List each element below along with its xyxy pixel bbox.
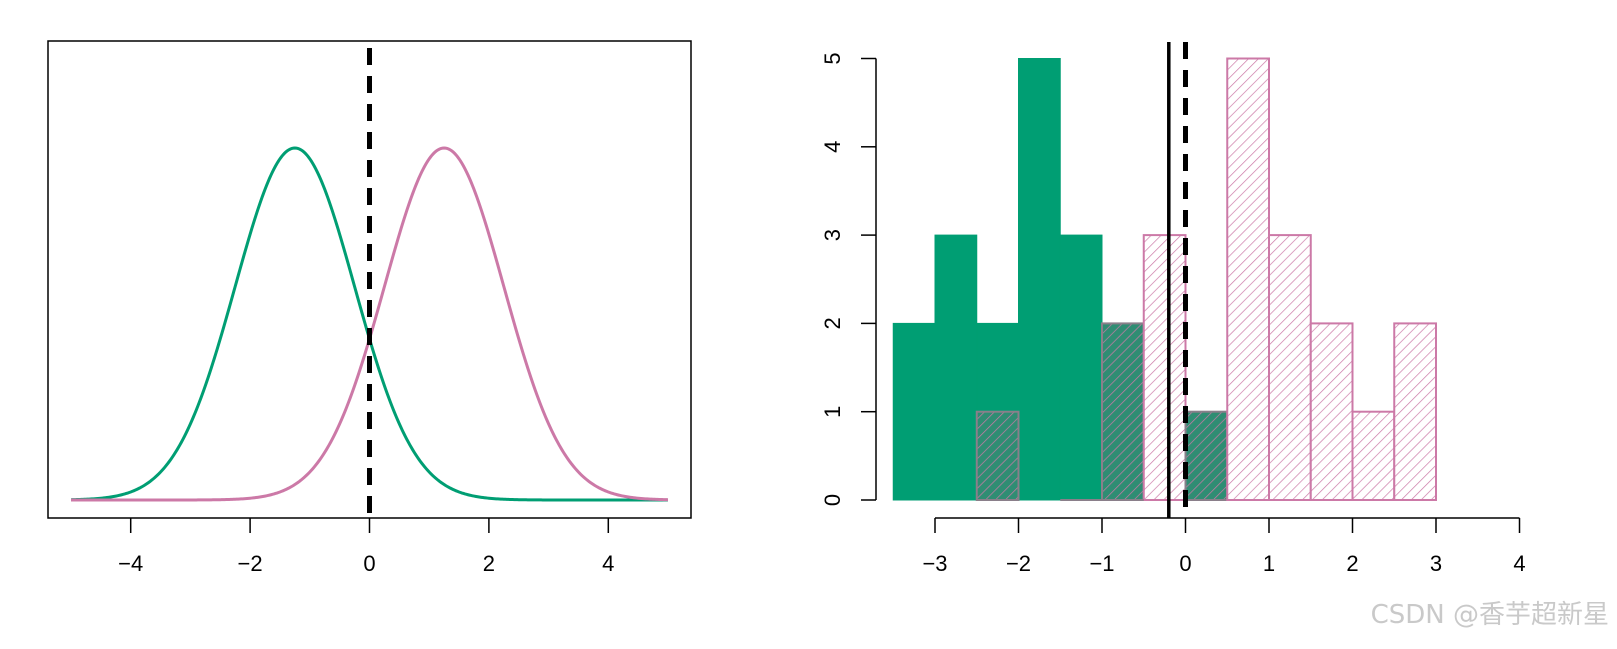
x-tick-label: −1 (1089, 551, 1114, 576)
x-tick-label: −2 (1006, 551, 1031, 576)
x-tick-label: 4 (1513, 551, 1525, 576)
y-tick-label: 3 (820, 229, 845, 241)
x-tick-label: 4 (602, 551, 614, 576)
pink-bar (1101, 322, 1145, 501)
y-tick-label: 5 (820, 52, 845, 64)
x-tick-label: 0 (1179, 551, 1191, 576)
green-bar (1059, 234, 1103, 501)
x-tick-label: 0 (363, 551, 375, 576)
pink-bar (1184, 410, 1229, 502)
pink-bar (975, 410, 1020, 502)
x-axis: −3 −2 −1 0 1 2 3 4 (922, 517, 1526, 576)
green-bar (892, 322, 936, 501)
x-tick-label: 2 (1346, 551, 1358, 576)
x-tick-label: −4 (118, 551, 143, 576)
watermark-text: CSDN @香芋超新星 (1370, 600, 1609, 630)
green-bar (934, 234, 978, 501)
y-tick-label: 4 (820, 141, 845, 153)
pink-bar (1268, 234, 1312, 501)
x-tick-label: 1 (1263, 551, 1275, 576)
x-axis: −4 −2 0 2 4 (118, 518, 614, 576)
y-axis: 0 1 2 3 4 5 (820, 52, 877, 506)
pink-bar (1393, 322, 1437, 501)
y-tick-label: 1 (820, 406, 845, 418)
green-bar (1018, 58, 1061, 501)
x-tick-label: −2 (238, 551, 263, 576)
y-tick-label: 2 (820, 317, 845, 329)
histogram-bars (892, 57, 1437, 502)
pink-bar (1226, 57, 1270, 501)
density-plot: −4 −2 0 2 4 (47, 40, 692, 576)
x-tick-label: 2 (483, 551, 495, 576)
x-tick-label: 3 (1430, 551, 1442, 576)
x-tick-label: −3 (922, 551, 947, 576)
y-tick-label: 0 (820, 494, 845, 506)
histogram-plot: −3 −2 −1 0 1 2 3 4 0 1 2 3 4 5 (820, 42, 1526, 576)
decision-lines (1167, 42, 1188, 518)
pink-bar (1309, 322, 1354, 501)
pink-bar (1351, 410, 1396, 502)
pink-bar (1142, 234, 1187, 501)
